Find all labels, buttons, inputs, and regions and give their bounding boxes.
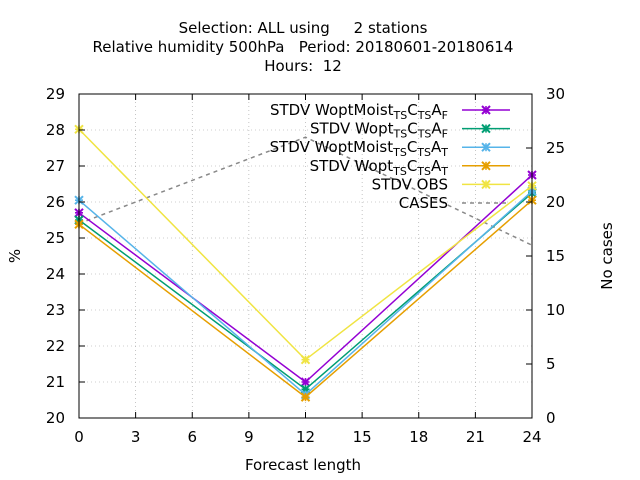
y-tick-label: 27 xyxy=(46,157,65,175)
y-tick-label: 25 xyxy=(46,229,65,247)
y2-tick-label: 30 xyxy=(546,85,565,103)
y2-tick-label: 10 xyxy=(546,301,565,319)
x-axis-label: Forecast length xyxy=(245,456,361,474)
y2-tick-label: 20 xyxy=(546,193,565,211)
series-5 xyxy=(74,124,537,365)
y2-tick-label: 25 xyxy=(546,139,565,157)
y2-axis-label: No cases xyxy=(598,222,616,290)
chart-title: Selection: ALL using 2 stationsRelative … xyxy=(93,19,514,75)
y-tick-label: 29 xyxy=(46,85,65,103)
legend-label: STDV WoptTSCTSAT xyxy=(310,157,449,178)
x-tick-label: 3 xyxy=(131,428,141,446)
legend-marker xyxy=(481,161,491,171)
x-tick-label: 24 xyxy=(522,428,541,446)
x-tick-label: 21 xyxy=(466,428,485,446)
legend-label-cases: CASES xyxy=(399,194,448,212)
y-tick-label: 20 xyxy=(46,409,65,427)
x-tick-label: 12 xyxy=(296,428,315,446)
data-point xyxy=(300,392,311,402)
series-line xyxy=(78,190,533,396)
title-line-2: Relative humidity 500hPa Period: 2018060… xyxy=(93,38,514,56)
y-tick-label: 22 xyxy=(46,337,65,355)
title-line-3: Hours: 12 xyxy=(264,57,342,75)
y-tick-label: 26 xyxy=(46,193,65,211)
legend-marker xyxy=(481,105,491,115)
cases-series xyxy=(78,136,533,246)
legend-marker xyxy=(481,179,491,190)
legend-marker xyxy=(481,142,491,152)
y-tick-label: 21 xyxy=(46,373,65,391)
x-tick-label: 15 xyxy=(353,428,372,446)
legend-marker xyxy=(481,123,491,134)
cases-line xyxy=(78,136,533,246)
y-axis-label: % xyxy=(6,249,24,263)
legend-label: STDV WoptMoistTSCTSAT xyxy=(270,138,449,159)
y2-tick-label: 15 xyxy=(546,247,565,265)
y2-tick-label: 0 xyxy=(546,409,556,427)
series-line xyxy=(78,128,533,361)
x-tick-label: 0 xyxy=(74,428,84,446)
x-tick-label: 6 xyxy=(187,428,197,446)
legend-label: STDV WoptMoistTSCTSAF xyxy=(270,101,448,122)
y-tick-label: 23 xyxy=(46,301,65,319)
title-line-1: Selection: ALL using 2 stations xyxy=(179,19,428,37)
x-tick-label: 18 xyxy=(409,428,428,446)
y2-tick-label: 5 xyxy=(546,355,556,373)
axis-ticks: 0 3 6 9 12 15 18 21 24 20 21 22 23 24 25 26 27 28 29 0 5 10 15… xyxy=(46,85,565,446)
data-point xyxy=(300,377,311,387)
y-tick-label: 28 xyxy=(46,121,65,139)
data-point xyxy=(300,354,311,365)
legend-label: STDV OBS xyxy=(372,175,448,193)
x-tick-label: 9 xyxy=(244,428,254,446)
legend-label: STDV WoptTSCTSAF xyxy=(310,120,448,141)
y-tick-label: 24 xyxy=(46,265,65,283)
